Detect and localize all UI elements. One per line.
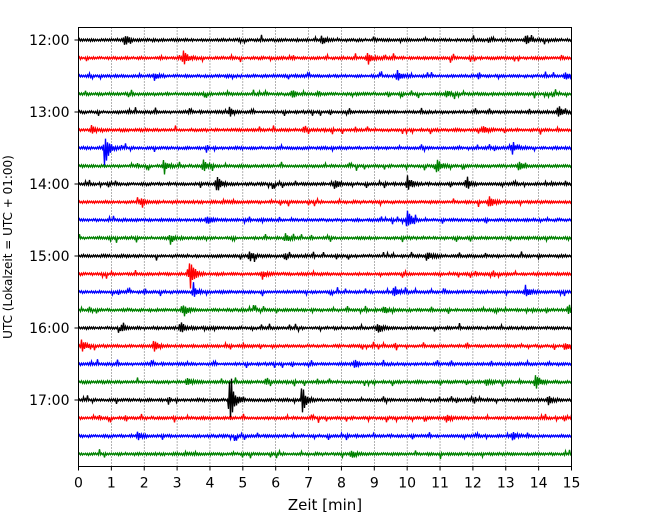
- seismic-trace: [77, 412, 573, 424]
- x-tick-label: 15: [563, 476, 581, 492]
- seismic-trace: [77, 358, 573, 369]
- seismic-trace: [77, 430, 573, 442]
- seismic-trace: [78, 304, 573, 317]
- x-tick-label: 1: [107, 476, 116, 492]
- x-tick-label: 5: [238, 476, 247, 492]
- y-axis-ticks: 12:00 13:00 14:00 15:00 16:00 17:00: [29, 33, 79, 409]
- x-tick-label: 11: [431, 476, 449, 492]
- seismic-trace: [77, 210, 573, 227]
- x-tick-label: 8: [337, 476, 346, 492]
- seismic-trace: [77, 339, 573, 352]
- seismic-trace: [77, 159, 573, 175]
- y-tick-label: 17:00: [29, 393, 69, 409]
- vertical-grid: [111, 27, 539, 467]
- y-axis-label: UTC (Lokalzeit = UTC + 01:00): [1, 155, 15, 339]
- seismic-trace: [77, 70, 573, 81]
- seismic-trace: [77, 175, 573, 191]
- seismic-trace: [77, 138, 573, 166]
- x-tick-label: 10: [398, 476, 416, 492]
- y-tick-label: 15:00: [29, 249, 69, 265]
- plot-frame: [78, 27, 572, 467]
- y-tick-label: 12:00: [29, 33, 69, 49]
- seismic-trace: [77, 50, 573, 65]
- y-tick-label: 13:00: [29, 105, 69, 121]
- seismic-trace: [77, 375, 573, 389]
- seismic-trace: [77, 88, 573, 100]
- seismic-traces: [77, 34, 573, 460]
- seismic-trace: [77, 233, 573, 245]
- x-tick-label: 13: [497, 476, 515, 492]
- seismic-trace: [77, 448, 573, 460]
- seismic-trace: [77, 106, 573, 117]
- x-tick-label: 14: [530, 476, 548, 492]
- seismic-trace: [77, 196, 573, 208]
- y-tick-label: 16:00: [29, 321, 69, 337]
- x-tick-label: 2: [140, 476, 149, 492]
- seismic-trace: [77, 282, 573, 298]
- seismic-trace: [77, 378, 573, 420]
- seismic-trace: [77, 34, 573, 45]
- x-axis-ticks: 0 1 2 3 4 5 6 7 8 9 10 11 12 13 14 15: [74, 466, 581, 492]
- y-tick-label: 14:00: [29, 177, 69, 193]
- x-tick-label: 0: [74, 476, 83, 492]
- x-tick-label: 6: [271, 476, 280, 492]
- seismic-trace: [77, 322, 573, 334]
- x-axis-label: Zeit [min]: [288, 496, 362, 514]
- x-tick-label: 7: [304, 476, 313, 492]
- x-tick-label: 4: [206, 476, 215, 492]
- seismic-trace: [77, 263, 573, 289]
- seismic-trace: [77, 125, 573, 136]
- seismic-trace: [77, 250, 573, 262]
- x-tick-label: 9: [370, 476, 379, 492]
- x-tick-label: 3: [173, 476, 182, 492]
- x-tick-label: 12: [464, 476, 482, 492]
